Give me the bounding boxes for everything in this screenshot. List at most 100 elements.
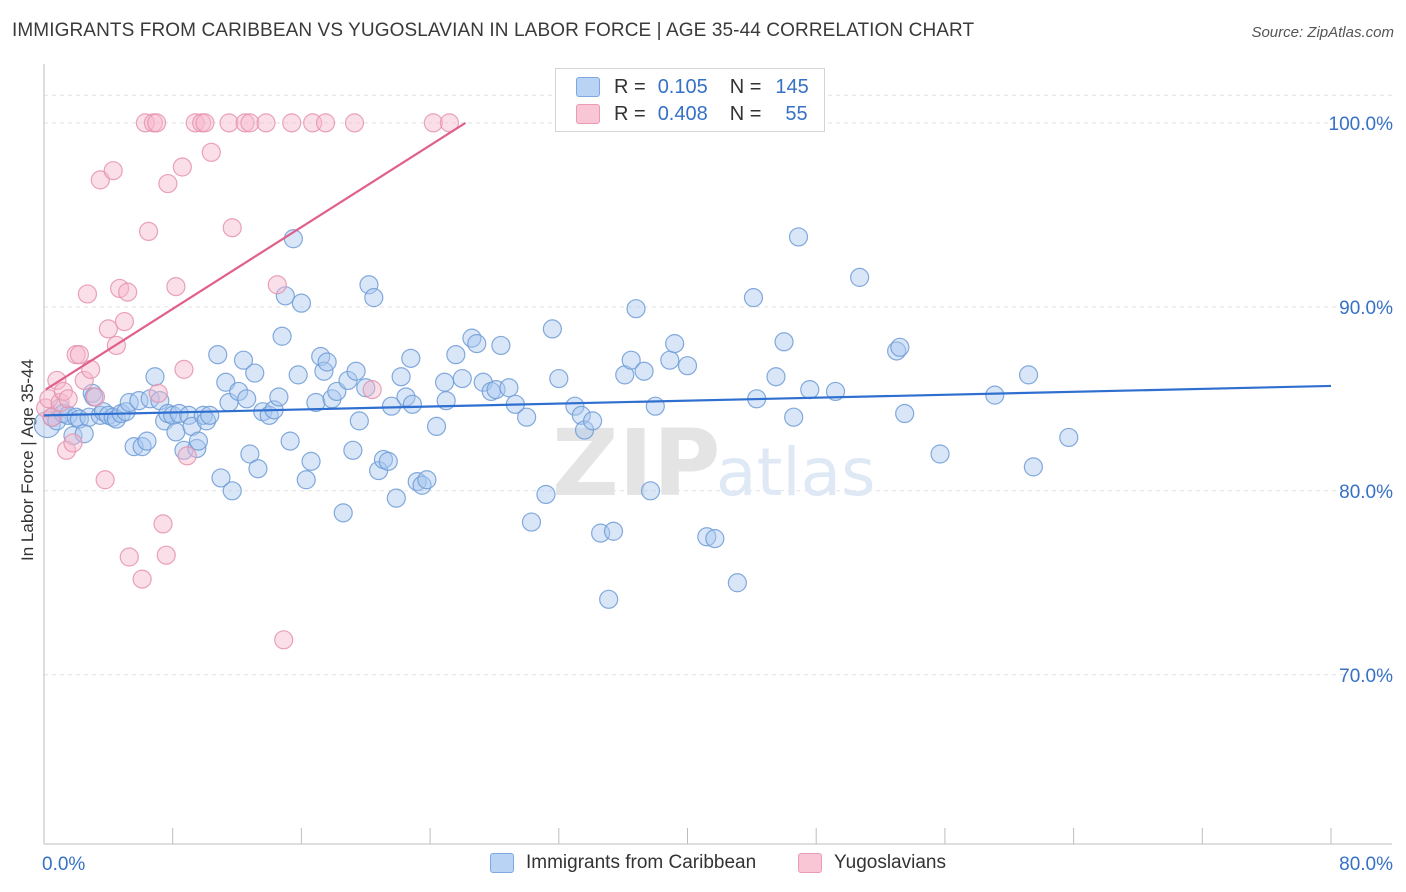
yugoslavian-point xyxy=(148,383,168,403)
yugoslavian-point xyxy=(219,113,239,133)
caribbean-point xyxy=(391,367,411,387)
legend-row-caribbean: R = 0.105 N = 145 xyxy=(576,74,809,100)
caribbean-point xyxy=(766,367,786,387)
caribbean-point xyxy=(850,267,870,287)
caribbean-point xyxy=(521,512,542,532)
caribbean-point xyxy=(788,227,809,247)
yugoslavian-point xyxy=(98,319,118,339)
caribbean-point xyxy=(187,438,207,459)
caribbean-point xyxy=(895,403,915,424)
yugoslavian-swatch xyxy=(576,104,600,124)
chart-title: IMMIGRANTS FROM CARIBBEAN VS YUGOSLAVIAN… xyxy=(12,20,975,41)
caribbean-point xyxy=(317,352,337,372)
n-value-caribbean: 145 xyxy=(775,75,809,98)
yugoslavian-point xyxy=(240,113,260,133)
caribbean-point xyxy=(378,451,398,471)
caribbean-point xyxy=(240,444,260,464)
gridlines xyxy=(44,94,1393,676)
caribbean-point xyxy=(800,380,820,400)
caribbean-point xyxy=(163,405,183,425)
yugoslavian-trendline xyxy=(45,121,467,391)
yugoslavian-point xyxy=(147,113,167,133)
yugoslavian-point xyxy=(153,514,173,534)
caribbean-point xyxy=(452,368,472,389)
caribbean-legend-label: Immigrants from Caribbean xyxy=(526,852,757,873)
caribbean-point xyxy=(333,503,353,523)
caribbean-point xyxy=(291,293,311,313)
yugoslavian-point xyxy=(274,630,294,650)
caribbean-point xyxy=(200,405,220,425)
caribbean-point xyxy=(401,348,421,368)
r-value-caribbean: 0.105 xyxy=(657,75,708,98)
legend-row-yugoslavian: R = 0.408 N = 55 xyxy=(576,101,808,127)
x-tick-label: 80.0% xyxy=(1339,854,1393,875)
caribbean-point xyxy=(245,363,265,383)
caribbean-point xyxy=(784,407,804,427)
n-label: N = xyxy=(729,75,762,98)
watermark-zip: ZIP xyxy=(552,410,720,517)
yugoslavian-point xyxy=(81,359,101,379)
caribbean-point xyxy=(434,372,455,392)
caribbean-point xyxy=(275,286,295,306)
yugoslavian-point xyxy=(138,221,159,242)
caribbean-point xyxy=(211,468,231,488)
legend-item-caribbean[interactable]: Immigrants from Caribbean xyxy=(490,852,756,874)
caribbean-point xyxy=(296,470,316,490)
series-legend: Immigrants from Caribbean Yugoslavians xyxy=(0,852,1406,878)
caribbean-point xyxy=(549,368,569,389)
caribbean-point xyxy=(233,350,254,370)
caribbean-point xyxy=(272,326,292,346)
caribbean-point xyxy=(665,334,685,354)
yugoslavian-point xyxy=(63,433,83,453)
yugoslavian-point xyxy=(282,113,302,133)
watermark-atlas: atlas xyxy=(716,434,876,511)
caribbean-point xyxy=(634,361,654,381)
r-label: R = xyxy=(614,102,646,125)
watermark: ZIP atlas xyxy=(552,410,876,517)
yugoslavian-point xyxy=(185,113,205,133)
yugoslavian-point xyxy=(256,113,276,133)
y-tick-label: 70.0% xyxy=(1339,666,1393,687)
caribbean-point xyxy=(542,319,562,339)
y-tick-label: 80.0% xyxy=(1339,482,1393,503)
caribbean-point xyxy=(599,589,619,609)
caribbean-point xyxy=(467,334,487,354)
caribbean-point xyxy=(356,378,376,398)
caribbean-point xyxy=(229,381,249,402)
caribbean-point xyxy=(626,299,646,319)
axes xyxy=(43,64,1392,845)
yugoslavian-point xyxy=(118,282,138,302)
caribbean-legend-swatch xyxy=(490,853,514,873)
yugoslavian-point xyxy=(103,161,123,181)
caribbean-point xyxy=(677,356,698,376)
caribbean-point xyxy=(208,345,228,365)
yugoslavian-point xyxy=(119,547,139,567)
yugoslavian-point xyxy=(362,380,382,400)
caribbean-point xyxy=(645,396,665,416)
yugoslavian-point xyxy=(344,113,365,133)
caribbean-point xyxy=(248,459,268,479)
trendlines xyxy=(43,121,1332,417)
legend-item-yugoslavian[interactable]: Yugoslavians xyxy=(798,852,946,874)
caribbean-point xyxy=(386,488,406,508)
caribbean-point xyxy=(887,341,907,361)
caribbean-point xyxy=(930,444,950,464)
caribbean-point xyxy=(571,405,591,425)
caribbean-point xyxy=(364,288,384,308)
yugoslavian-point xyxy=(267,275,287,295)
caribbean-point xyxy=(280,431,300,451)
caribbean-point xyxy=(825,381,846,402)
yugoslavian-point xyxy=(172,157,192,177)
caribbean-point xyxy=(697,527,717,547)
caribbean-point xyxy=(359,275,379,295)
caribbean-point xyxy=(343,440,363,460)
caribbean-point xyxy=(306,392,326,413)
caribbean-point xyxy=(222,481,242,501)
y-tick-label: 100.0% xyxy=(1329,114,1394,135)
yugoslavian-point xyxy=(69,345,89,365)
yugoslavian-point xyxy=(195,113,215,133)
caribbean-point xyxy=(396,387,416,407)
caribbean-point xyxy=(499,378,519,398)
caribbean-point xyxy=(743,288,764,308)
